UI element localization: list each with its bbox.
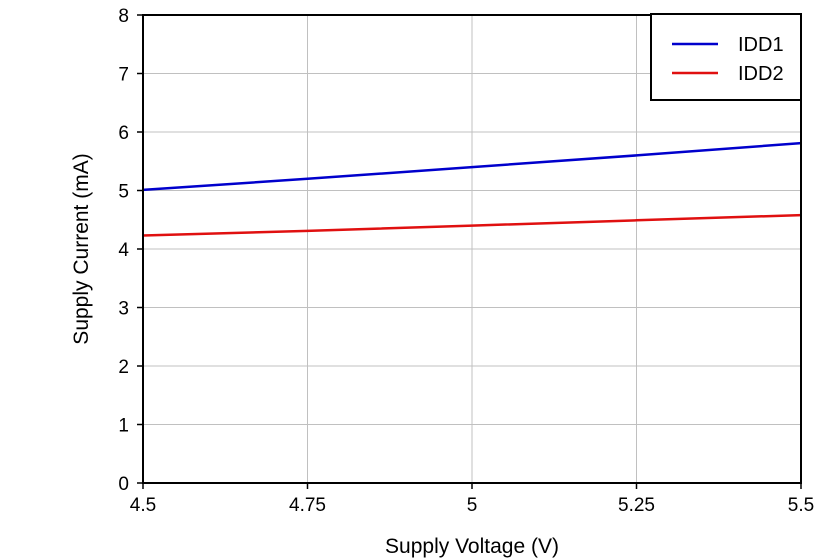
y-tick-label-6: 6 [118,123,129,144]
legend-box [650,13,802,101]
x-tick-label-4: 5.5 [788,495,814,516]
x-axis-title: Supply Voltage (V) [385,535,559,558]
x-tick-label-2: 5 [467,495,478,516]
y-axis-ticks: 0 1 2 3 4 5 6 7 8 [118,6,143,495]
x-tick-label-1: 4.75 [289,495,326,516]
y-tick-label-8: 8 [118,6,129,27]
legend: IDD1 IDD2 [650,13,802,101]
y-tick-label-1: 1 [118,416,129,437]
y-tick-label-4: 4 [118,240,129,261]
series-line-idd1 [142,141,802,192]
y-tick-label-5: 5 [118,182,129,203]
series-lines [142,141,802,237]
y-tick-label-0: 0 [118,474,129,495]
x-axis-ticks: 4.5 4.75 5 5.25 5.5 [130,483,814,516]
legend-label-idd1: IDD1 [738,34,784,56]
legend-label-idd2: IDD2 [738,63,784,85]
y-axis-title: Supply Current (mA) [70,153,93,344]
x-tick-label-3: 5.25 [618,495,655,516]
y-tick-label-2: 2 [118,357,129,378]
y-tick-label-3: 3 [118,299,129,320]
x-tick-label-0: 4.5 [130,495,156,516]
series-line-idd2 [142,213,802,237]
y-tick-label-7: 7 [118,65,129,86]
